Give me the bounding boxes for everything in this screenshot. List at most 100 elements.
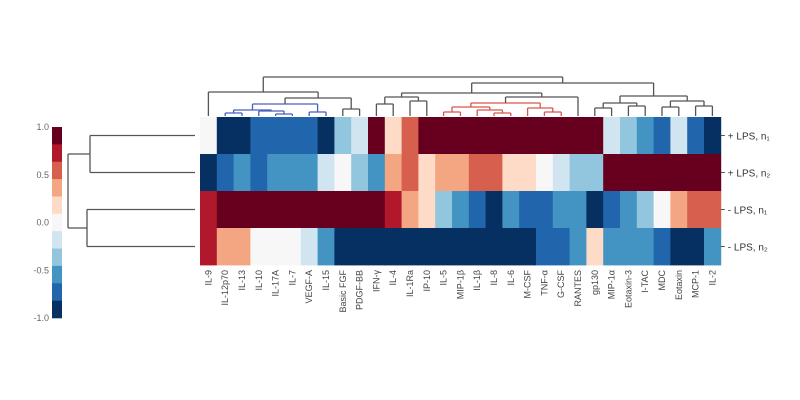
heatmap-cell: [216, 154, 234, 192]
colorbar-segment: [52, 161, 62, 180]
heatmap-cell: [435, 154, 453, 192]
colorbar-tick-label: 0.5: [36, 170, 49, 180]
heatmap-cell: [435, 228, 453, 266]
column-label: G-CSF: [556, 270, 566, 299]
column-label: TNF-α: [539, 270, 549, 296]
heatmap-cell: [485, 191, 503, 229]
heatmap-cell: [552, 154, 570, 192]
heatmap-cell: [267, 117, 285, 155]
colorbar-segment: [52, 196, 62, 215]
heatmap-cell: [704, 117, 722, 155]
column-label: MIP-1β: [455, 270, 465, 299]
heatmap-cell: [401, 191, 419, 229]
heatmap-cell: [603, 117, 621, 155]
heatmap-cell: [452, 228, 470, 266]
heatmap-cell: [351, 117, 369, 155]
column-dendrogram: [207, 76, 714, 116]
heatmap-cell: [620, 154, 638, 192]
heatmap-cell: [267, 154, 285, 192]
column-label: Basic FGF: [338, 270, 348, 313]
heatmap-cell: [250, 154, 268, 192]
column-label: MDC: [657, 270, 667, 291]
colorbar-segment: [52, 179, 62, 197]
colorbar-segment: [52, 127, 62, 145]
heatmap-cell: [586, 117, 604, 155]
column-label: IL-15: [321, 270, 331, 291]
column-label: M-CSF: [523, 270, 533, 299]
heatmap-cell: [317, 228, 335, 266]
heatmap-cell: [334, 228, 352, 266]
column-labels: IL-9 IL-12p70 IL-13 IL-10 IL-17A IL-7 VEGF-A IL…: [203, 270, 717, 313]
heatmap-cell: [300, 117, 318, 155]
heatmap-cell: [200, 191, 218, 229]
column-label: IL-7: [287, 270, 297, 286]
heatmap-cell: [670, 228, 688, 266]
row-label: + LPS, n₂: [728, 169, 771, 180]
heatmap-cell: [284, 117, 302, 155]
row-label: - LPS, n₁: [728, 206, 768, 217]
column-label: IL-12p70: [220, 270, 230, 306]
colorbar-segment: [52, 300, 62, 319]
colorbar-tick-label: 0.0: [36, 218, 49, 228]
colorbar-segment: [52, 283, 62, 301]
heatmap-cell: [435, 191, 453, 229]
heatmap-cell: [586, 154, 604, 192]
colorbar: 1.0 0.5 0.0 -0.5 -1.0: [33, 122, 62, 323]
heatmap-cell: [586, 228, 604, 266]
heatmap-cell: [284, 154, 302, 192]
colorbar-tick-label: 1.0: [36, 122, 49, 132]
heatmap-cell: [519, 154, 537, 192]
heatmap-cell: [552, 228, 570, 266]
heatmap-cells: [200, 117, 722, 266]
column-label: IL-6: [506, 270, 516, 286]
heatmap-cell: [687, 228, 705, 266]
column-label: Eotaxin-3: [623, 270, 633, 308]
heatmap-cell: [317, 191, 335, 229]
row-label: - LPS, n₂: [728, 243, 768, 254]
heatmap-cell: [418, 191, 436, 229]
heatmap-cell: [401, 117, 419, 155]
heatmap-cell: [317, 154, 335, 192]
heatmap-cell: [418, 154, 436, 192]
row-labels: + LPS, n₁ + LPS, n₂ - LPS, n₁ - LPS, n₂: [720, 132, 771, 254]
heatmap-cell: [536, 154, 554, 192]
heatmap-cell: [452, 191, 470, 229]
column-label: IL-2: [707, 270, 717, 286]
colorbar-segment: [52, 248, 62, 267]
heatmap-cell: [233, 117, 251, 155]
heatmap-cell: [468, 228, 486, 266]
heatmap-cell: [300, 154, 318, 192]
heatmap-cell: [351, 228, 369, 266]
heatmap-cell: [200, 154, 218, 192]
column-label: VEGF-A: [304, 270, 314, 304]
column-label: gp130: [590, 270, 600, 295]
heatmap-cell: [502, 228, 520, 266]
column-label: PDGF-BB: [355, 270, 365, 310]
heatmap-cell: [552, 191, 570, 229]
heatmap-cell: [368, 154, 386, 192]
heatmap-cell: [267, 228, 285, 266]
colorbar-segment: [52, 231, 62, 249]
heatmap-cell: [636, 191, 654, 229]
heatmap-cell: [620, 228, 638, 266]
column-label: IL-8: [489, 270, 499, 286]
heatmap-cell: [569, 228, 587, 266]
heatmap-cell: [704, 191, 722, 229]
heatmap-cell: [569, 154, 587, 192]
heatmap-cell: [284, 228, 302, 266]
heatmap-cell: [502, 117, 520, 155]
heatmap-cell: [485, 117, 503, 155]
heatmap-cell: [536, 117, 554, 155]
heatmap-cell: [670, 191, 688, 229]
heatmap-cell: [250, 117, 268, 155]
column-label: MCP-1: [691, 270, 701, 298]
column-label: IL-13: [237, 270, 247, 291]
heatmap-cell: [468, 154, 486, 192]
column-label: I-TAC: [640, 270, 650, 293]
heatmap-cell: [384, 191, 402, 229]
column-label: IL-10: [254, 270, 264, 291]
heatmap-cell: [485, 228, 503, 266]
column-label: IL-5: [439, 270, 449, 286]
heatmap-cell: [620, 191, 638, 229]
